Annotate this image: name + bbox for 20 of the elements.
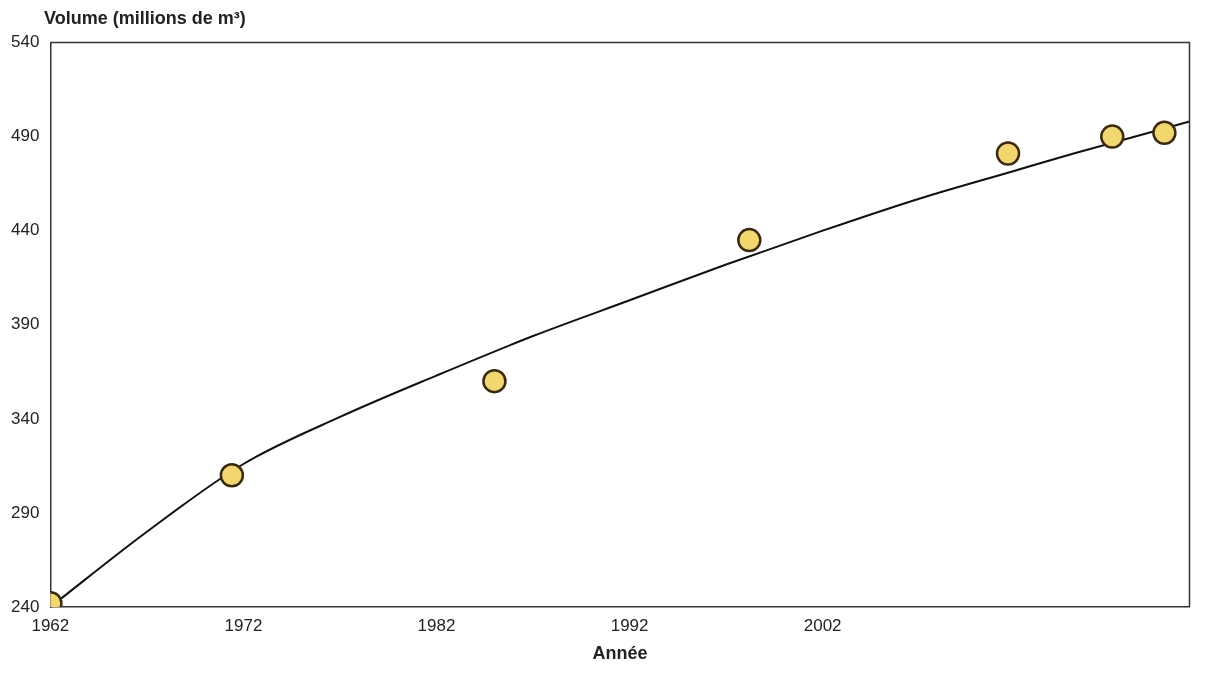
- point: [482, 368, 507, 394]
- x-tick-label: 1982: [417, 615, 456, 635]
- point: [737, 227, 762, 253]
- y-tick-label: 440: [10, 220, 40, 240]
- y-axis-title: Volume (millions de m³): [44, 8, 247, 29]
- x-tick-label: 1992: [610, 615, 649, 635]
- y-tick-label: 290: [10, 502, 40, 522]
- point: [219, 463, 245, 488]
- y-tick-label: 490: [10, 126, 40, 146]
- y-tick-label: 540: [10, 32, 40, 52]
- x-axis-title: Année: [592, 643, 648, 664]
- y-tick-label: 340: [10, 408, 40, 428]
- point: [995, 141, 1021, 166]
- x-tick-label: 1972: [224, 615, 263, 635]
- point: [1100, 124, 1125, 149]
- y-tick-label: 240: [10, 596, 40, 616]
- y-tick-label: 390: [10, 314, 40, 334]
- x-tick-label: 1962: [31, 615, 70, 635]
- x-tick-label: 2002: [803, 615, 842, 635]
- point: [1152, 120, 1177, 146]
